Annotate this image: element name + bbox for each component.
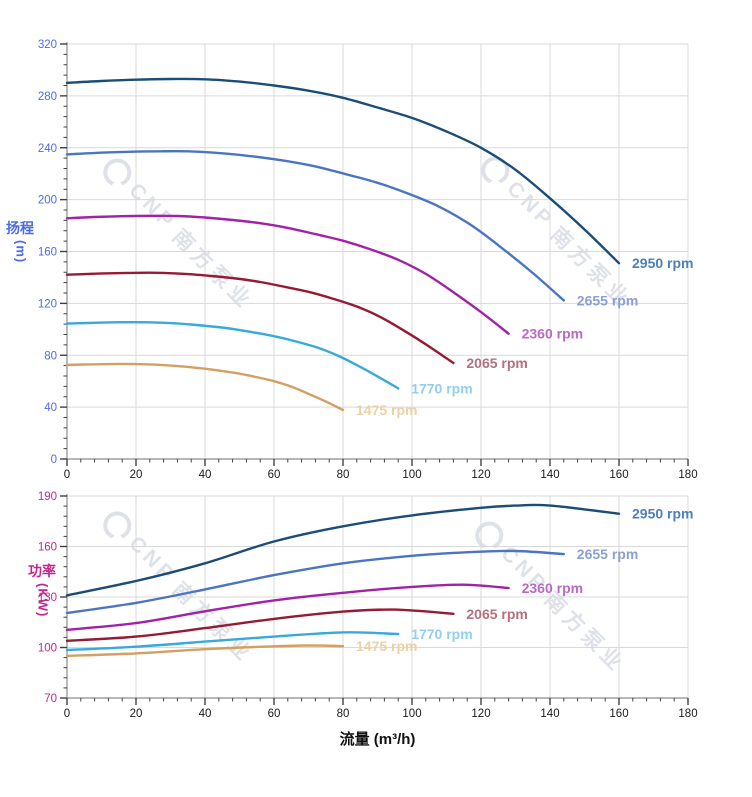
series-label-2655-rpm-head: 2655 rpm [577,292,638,308]
curve-2950-rpm-head [65,77,621,265]
power-y-tick-label: 190 [38,491,57,503]
curve-2065-rpm-power [65,608,455,642]
head-y-tick-label: 160 [38,247,57,259]
head-x-tick-label: 80 [337,469,350,481]
power-x-tick-label: 180 [678,708,697,720]
head-chart: 0 20 40 60 80 100 120 140 160 180 0 40 80 120 160 200 24… [38,39,698,481]
curve-2950-rpm-power [65,503,621,597]
power-y-tick-label: 130 [38,592,57,604]
head-y-tick-label: 120 [38,298,57,310]
curve-2655-rpm-power [65,549,565,615]
curve-1770-rpm-head [65,321,400,390]
head-x-tick-label: 120 [471,469,490,481]
series-label-2655-rpm-power: 2655 rpm [577,546,638,562]
power-chart: 0 20 40 60 80 100 120 140 160 180 70 100 130 160 190 29… [38,491,698,720]
head-x-tick-label: 40 [199,469,212,481]
head-y-tick-label: 240 [38,143,57,155]
head-y-axis-title: 扬程 (m) [6,220,34,263]
head-y-tick-label: 80 [44,350,57,362]
power-y-tick-label: 100 [38,643,57,655]
head-x-tick-label: 140 [540,469,559,481]
head-x-tick-label: 0 [64,469,70,481]
head-y-tick-label: 320 [38,39,57,51]
power-y-tick-label: 70 [44,693,57,705]
power-y-axis-title-text: 功率 [28,563,56,579]
power-x-tick-label: 20 [130,708,143,720]
series-label-2950-rpm-head: 2950 rpm [632,255,693,271]
head-y-axis-title-text: 扬程 [6,220,34,236]
curve-2360-rpm-power [65,583,510,632]
curve-2065-rpm-head [65,271,455,365]
series-label-1475-rpm-head: 1475 rpm [356,402,417,418]
head-x-tick-label: 180 [678,469,697,481]
power-y-axis-unit: (KW) [35,583,51,618]
power-x-tick-label: 160 [609,708,628,720]
power-y-tick-label: 160 [38,542,57,554]
power-x-tick-label: 60 [268,708,281,720]
power-x-tick-label: 40 [199,708,212,720]
head-x-tick-label: 20 [130,469,143,481]
head-y-axis-unit: (m) [13,240,29,264]
curve-2360-rpm-head [65,214,510,335]
power-x-tick-label: 100 [402,708,421,720]
series-label-2950-rpm-power: 2950 rpm [632,506,693,522]
power-y-axis-title: 功率 (KW) [28,563,56,617]
head-x-tick-label: 60 [268,469,281,481]
curve-1475-rpm-power [65,644,345,658]
series-label-1770-rpm-head: 1770 rpm [411,380,472,396]
head-x-tick-label: 160 [609,469,628,481]
curve-1475-rpm-head [65,362,345,412]
series-label-2360-rpm-power: 2360 rpm [522,580,583,596]
head-y-tick-label: 280 [38,91,57,103]
curve-2655-rpm-head [65,149,565,302]
power-x-tick-label: 80 [337,708,350,720]
series-label-2065-rpm-power: 2065 rpm [466,606,527,622]
series-label-2065-rpm-head: 2065 rpm [466,355,527,371]
series-label-1770-rpm-power: 1770 rpm [411,626,472,642]
x-axis-title: 流量 (m³/h) [339,731,416,748]
head-x-tick-label: 100 [402,469,421,481]
head-y-tick-label: 200 [38,195,57,207]
series-label-1475-rpm-power: 1475 rpm [356,638,417,654]
power-x-tick-label: 140 [540,708,559,720]
power-x-tick-label: 120 [471,708,490,720]
head-y-tick-label: 40 [44,402,57,414]
power-x-tick-label: 0 [64,708,70,720]
curve-1770-rpm-power [65,631,400,652]
series-label-2360-rpm-head: 2360 rpm [522,326,583,342]
head-y-tick-label: 0 [51,454,57,466]
